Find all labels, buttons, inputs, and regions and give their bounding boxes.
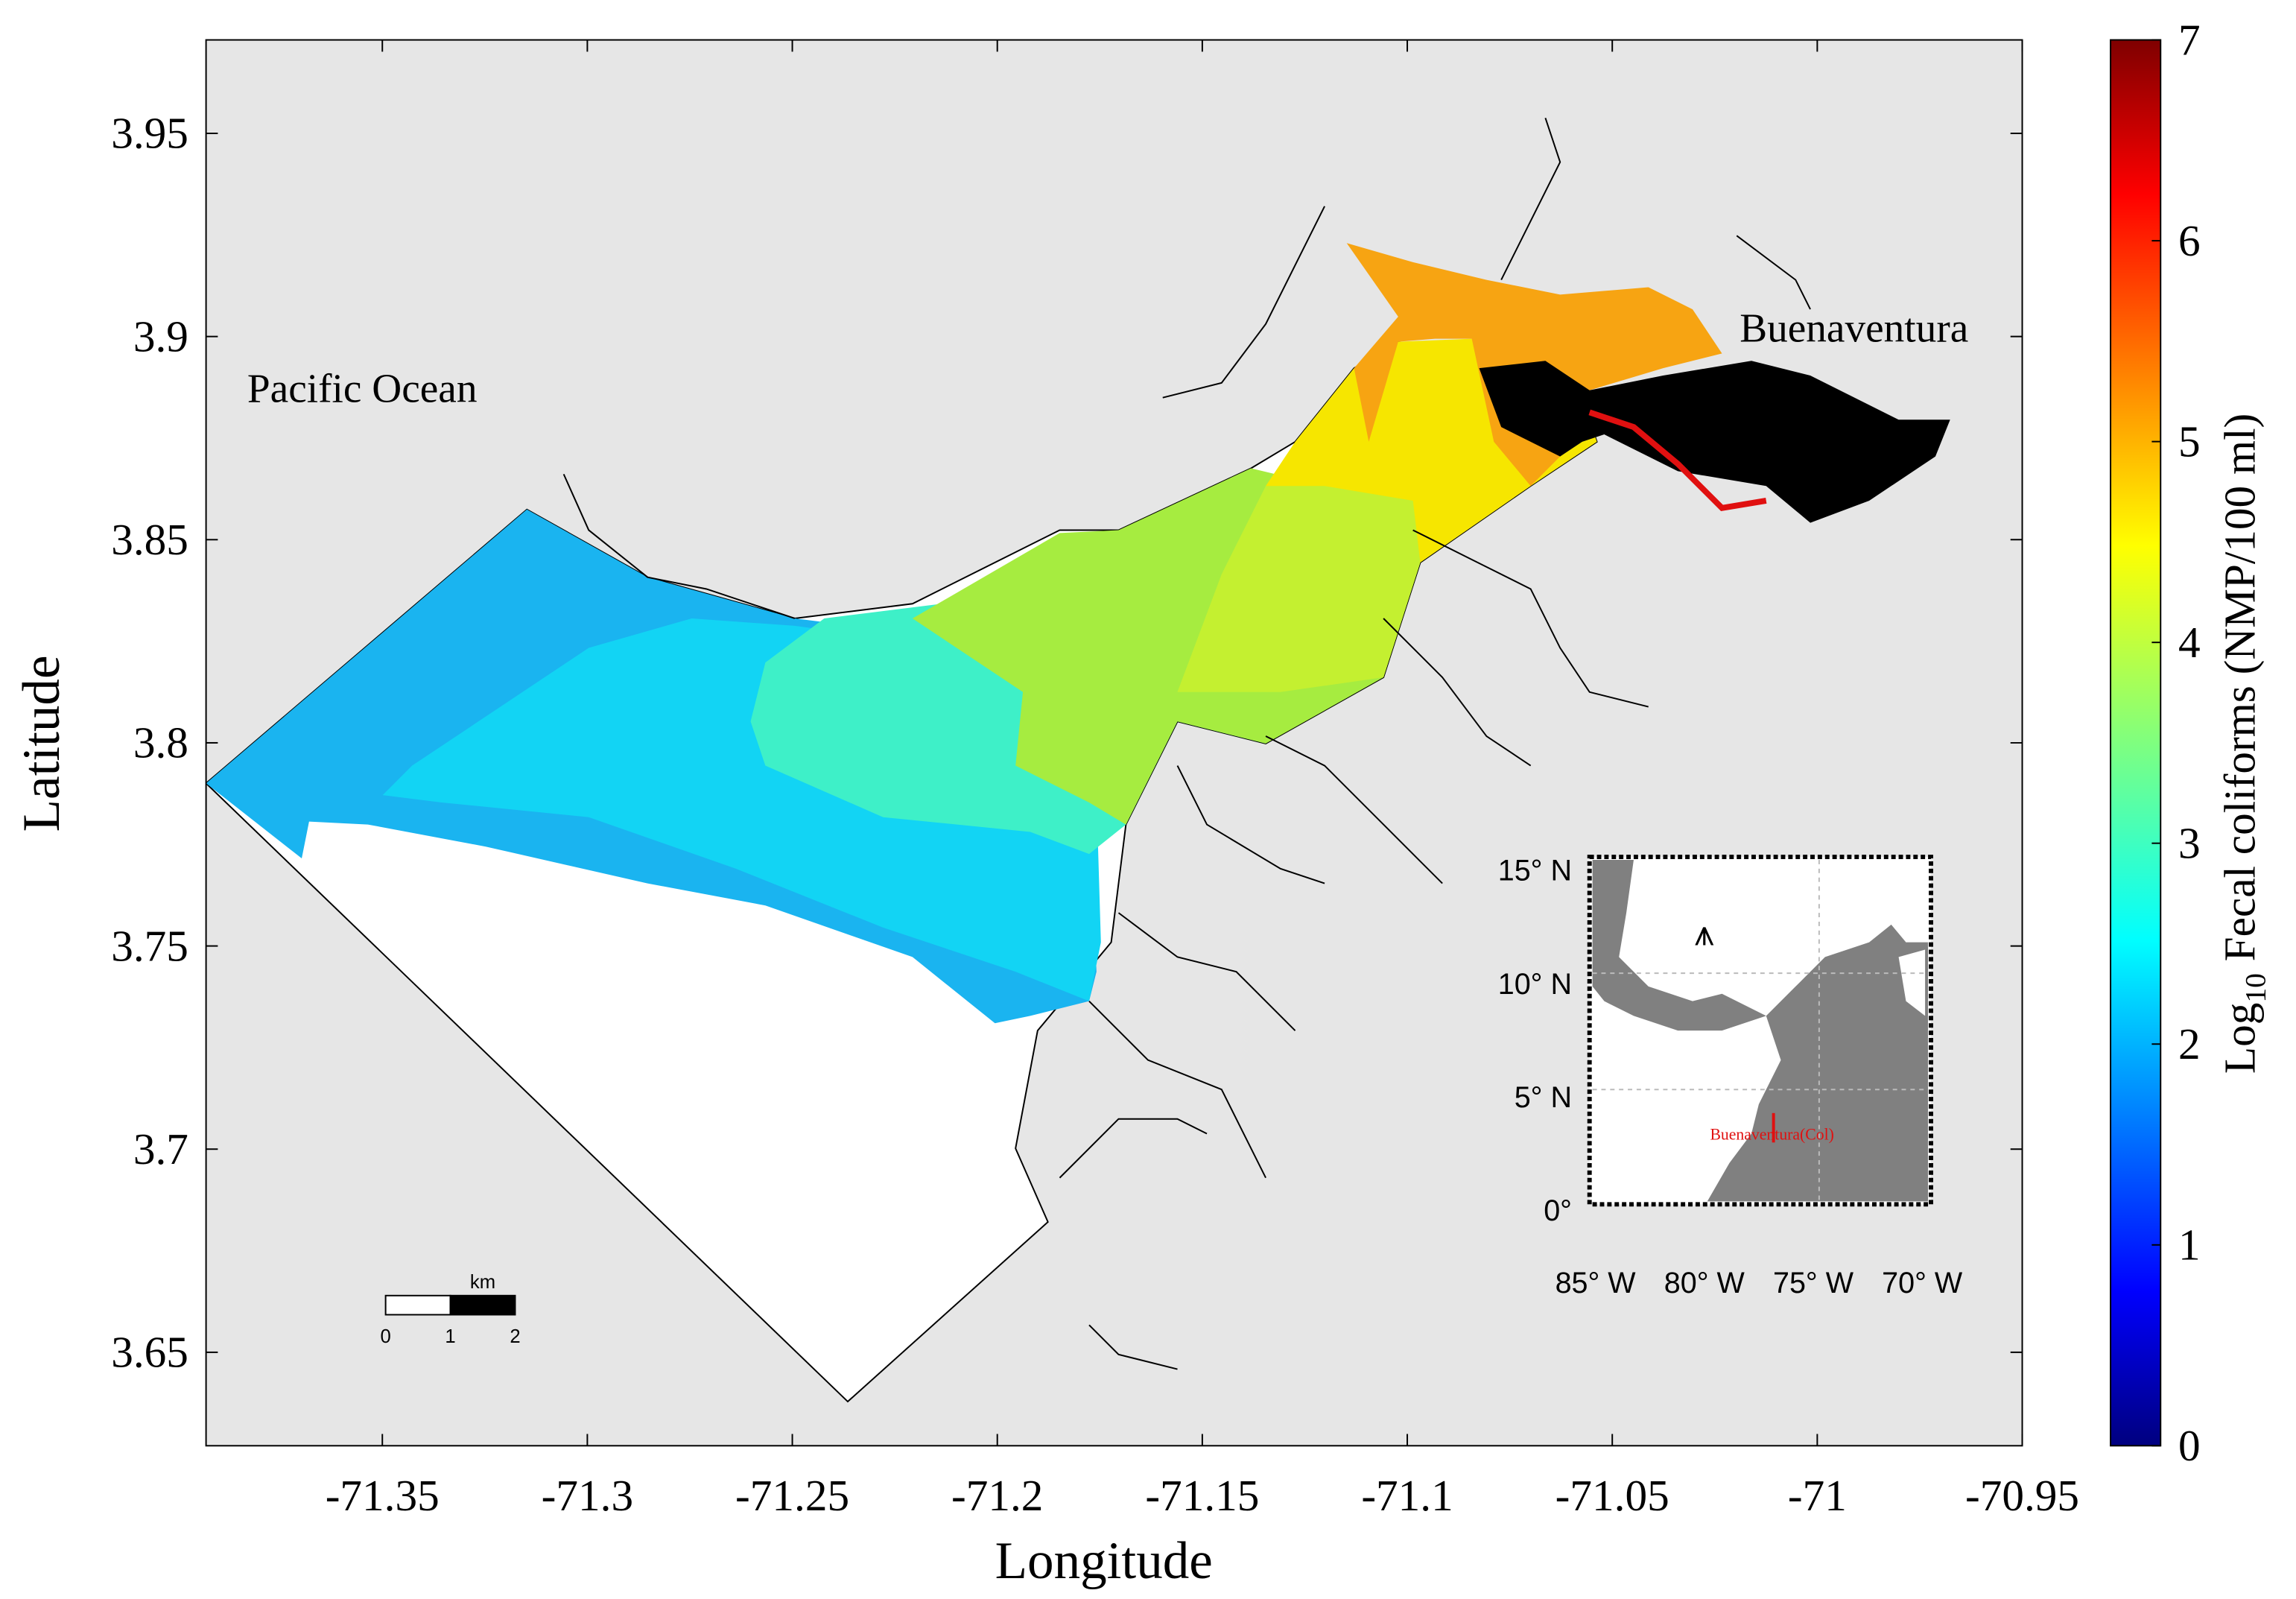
buenaventura-urban (1479, 361, 1950, 523)
scale-bar-ticks: 0 1 2 (380, 1326, 520, 1347)
y-tick-label: 3.75 (111, 921, 188, 970)
scale-bar: km 0 1 2 (380, 1272, 520, 1347)
x-tick-label: -71.3 (542, 1471, 633, 1520)
inset-label: Buenaventura(Col) (1710, 1125, 1833, 1143)
colorbar-ticks: 0 1 2 3 4 5 6 7 (2151, 15, 2201, 1470)
scale-bar-black (449, 1294, 516, 1316)
x-tick-label: -71.35 (326, 1471, 440, 1520)
x-tick-label: -71.05 (1555, 1471, 1669, 1520)
y-tick-label: 3.65 (111, 1328, 188, 1377)
scale-bar-unit: km (470, 1272, 495, 1293)
north-arrow: ⩚ (1694, 914, 1714, 954)
y-tick-label: 3.9 (133, 311, 188, 361)
y-axis-label: Latitude (13, 655, 71, 832)
x-tick-label: -71.2 (951, 1471, 1043, 1520)
colorbar-tick-label: 2 (2178, 1019, 2201, 1068)
annotation: Pacific Ocean (247, 366, 478, 411)
inset-land (1592, 860, 1929, 1202)
colorbar-label-prefix: Log (2216, 1003, 2265, 1074)
x-ticks: -71.35 -71.3 -71.25 -71.2 -71.15 -71.1 -71.05 -… (326, 39, 2079, 1520)
x-tick-label: -71.15 (1145, 1471, 1259, 1520)
annotation: Buenaventura (1740, 305, 1968, 351)
inset-y-tick-label: 10° N (1498, 968, 1572, 1001)
river-channels (1059, 117, 1811, 1370)
x-tick-label: -71.25 (735, 1471, 849, 1520)
inset-water (1898, 949, 1926, 1016)
inset-map: ⩚ Buenaventura(Col) 15° N 10° N 5° N 0° 85° … (1498, 855, 1963, 1299)
colorbar-tick-label: 0 (2178, 1421, 2201, 1470)
x-tick-label: -70.95 (1965, 1471, 2079, 1520)
y-tick-label: 3.85 (111, 515, 188, 564)
coastline (562, 473, 796, 619)
inset-x-tick-label: 70° W (1882, 1267, 1963, 1299)
x-axis-label: Longitude (995, 1532, 1213, 1590)
colorbar-tick-label: 1 (2178, 1220, 2201, 1270)
colorbar-tick-label: 6 (2178, 216, 2201, 265)
inset-y-tick-label: 5° N (1515, 1081, 1572, 1114)
scale-bar-white (384, 1294, 451, 1316)
inset-y-tick-label: 15° N (1498, 855, 1572, 887)
inset-ticks: 15° N 10° N 5° N 0° 85° W 80° W 75° W 70° W (1498, 855, 1963, 1299)
colorbar (2110, 39, 2162, 1447)
y-tick-label: 3.8 (133, 718, 188, 767)
colorbar-label-suffix: Fecal coliforms (NMP/100 ml) (2216, 414, 2265, 962)
y-ticks: 3.65 3.7 3.75 3.8 3.85 3.9 3.95 (111, 109, 2023, 1377)
scale-bar-tick-label: 0 (380, 1326, 390, 1347)
colorbar-tick-label: 4 (2178, 618, 2201, 667)
plume-4 (1177, 456, 1421, 692)
colorbar-tick-label: 3 (2178, 818, 2201, 867)
channel-red (1588, 409, 1767, 512)
y-tick-label: 3.7 (133, 1124, 188, 1174)
inset-x-tick-label: 75° W (1773, 1267, 1854, 1299)
scale-bar-tick-label: 1 (445, 1326, 455, 1347)
x-tick-label: -71 (1788, 1471, 1847, 1520)
map-area (206, 39, 2023, 1446)
inset-y-tick-label: 0° (1544, 1194, 1572, 1227)
colorbar-label-subscript: 10 (2239, 973, 2272, 1003)
scale-bar-tick-label: 2 (510, 1326, 520, 1347)
x-tick-label: -71.1 (1361, 1471, 1453, 1520)
colorbar-label: Log10 Fecal coliforms (NMP/100 ml) (2216, 414, 2272, 1074)
y-tick-label: 3.95 (111, 109, 188, 158)
inset-grid (1592, 860, 1929, 1202)
colorbar-tick-label: 5 (2178, 417, 2201, 466)
colorbar-tick-label: 7 (2178, 15, 2201, 64)
inset-x-tick-label: 80° W (1664, 1267, 1745, 1299)
inset-x-tick-label: 85° W (1555, 1267, 1637, 1299)
